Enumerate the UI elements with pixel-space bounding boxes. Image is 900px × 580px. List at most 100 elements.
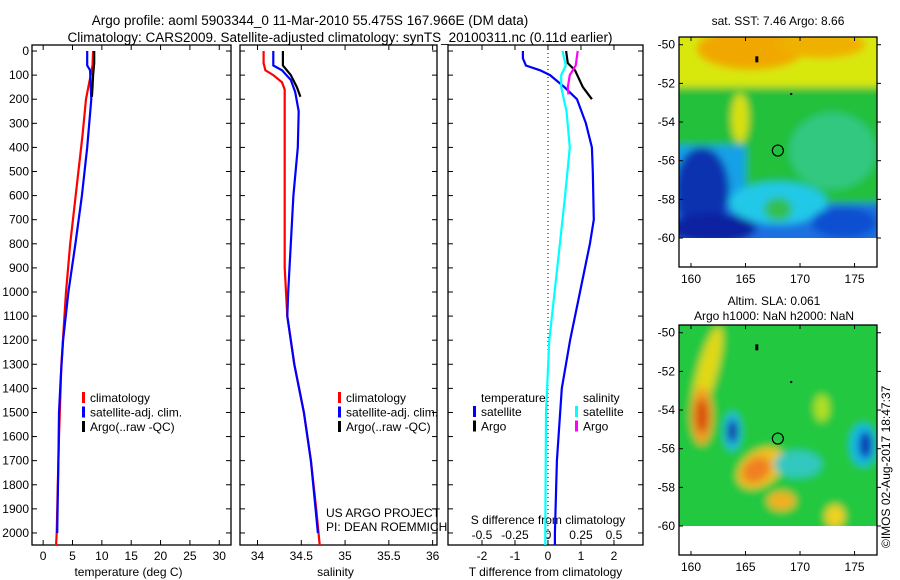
island-marker xyxy=(755,344,759,351)
sla-high-patch xyxy=(767,491,796,511)
plot-frame xyxy=(31,44,232,546)
x-tick-label: -2 xyxy=(477,549,488,563)
title-line-2: Climatology: CARS2009. Satellite-adjuste… xyxy=(67,30,612,45)
legend-label: climatology xyxy=(90,391,150,405)
lon-tick-label: 160 xyxy=(681,560,701,574)
legend-swatch xyxy=(338,406,341,418)
y-tick-label: 1000 xyxy=(2,285,29,299)
legend-swatch xyxy=(338,421,341,432)
profile-location-marker xyxy=(771,144,784,157)
s-diff-tick-label: 0 xyxy=(545,528,552,542)
y-tick-label: 700 xyxy=(9,213,29,227)
legend-label: satellite xyxy=(583,405,624,419)
lon-tick-label: 175 xyxy=(845,560,865,574)
map-frame xyxy=(678,36,878,268)
legend-swatch xyxy=(82,421,85,432)
series-line-temperature-satellite xyxy=(521,51,595,545)
legend-label: Argo(..raw -QC) xyxy=(90,420,175,434)
x-tick-label: 2 xyxy=(611,549,618,563)
y-tick-label: 1900 xyxy=(2,502,29,516)
y-tick-label: 1100 xyxy=(3,309,29,323)
legend-swatch xyxy=(575,406,578,417)
y-tick-label: 200 xyxy=(9,92,29,106)
legend-heading: temperature xyxy=(481,391,546,405)
map-field xyxy=(679,325,877,527)
x-tick-label: 35 xyxy=(338,549,352,563)
lon-tick-label: 165 xyxy=(735,272,755,286)
sla-high-core xyxy=(742,457,771,483)
x-tick-label: 5 xyxy=(69,549,76,563)
y-tick-label: 1400 xyxy=(2,381,29,395)
profile-panel-2: 34 34.5 35 35.5 36 salinity climatologysatelli… xyxy=(239,44,440,579)
x-tick-label: -1 xyxy=(510,549,521,563)
s-diff-tick-label: 0.25 xyxy=(569,528,593,542)
s-diff-tick-label: 0.5 xyxy=(606,528,623,542)
s-diff-tick-label: -0.25 xyxy=(501,528,529,542)
s-diff-tick-label: -0.5 xyxy=(472,528,493,542)
credit-pi: PI: DEAN ROEMMICH xyxy=(326,520,447,534)
sst-cold-patch xyxy=(679,147,730,233)
lat-tick-label: -60 xyxy=(658,231,676,245)
x-tick-label: 34.5 xyxy=(290,549,314,563)
legend-swatch xyxy=(575,420,578,432)
lat-tick-label: -50 xyxy=(658,326,676,340)
series-line-satellite-adj-clim- xyxy=(56,51,93,534)
series-line-argo-raw-qc- xyxy=(281,51,302,98)
profile-panel-1: 0 5 10 15 20 25 30 temperature (deg C) 0 100 200 30… xyxy=(2,44,232,579)
lat-tick-label: -54 xyxy=(658,115,676,129)
legend-label: climatology xyxy=(346,391,406,405)
y-tick-label: 800 xyxy=(9,237,29,251)
map-title: Altim. SLA: 0.061 xyxy=(728,294,821,308)
legend-heading: salinity xyxy=(583,391,620,405)
map-subtitle: Argo h1000: NaN h2000: NaN xyxy=(694,309,854,323)
y-tick-label: 1700 xyxy=(2,454,29,468)
sla-low-core xyxy=(727,419,738,443)
y-tick-label: 0 xyxy=(22,44,29,58)
lat-tick-label: -54 xyxy=(658,403,676,417)
series-line-salinity-satellite xyxy=(544,50,571,545)
x-tick-label: 34 xyxy=(251,549,265,563)
map-frame xyxy=(678,324,878,556)
lat-tick-label: -50 xyxy=(658,38,676,52)
profile-location-marker xyxy=(771,432,784,445)
lon-tick-label: 165 xyxy=(735,560,755,574)
lat-tick-label: -58 xyxy=(658,480,676,494)
lat-tick-label: -52 xyxy=(658,364,676,378)
sla-high-patch xyxy=(814,394,830,422)
map-field-blur xyxy=(679,37,877,238)
lon-tick-label: 160 xyxy=(681,272,701,286)
x-tick-label: 1 xyxy=(578,549,585,563)
y-tick-label: 1300 xyxy=(2,357,29,371)
lat-tick-label: -56 xyxy=(658,154,676,168)
y-tick-label: 400 xyxy=(9,140,29,154)
x-axis-label: salinity xyxy=(317,565,354,579)
map-title: sat. SST: 7.46 Argo: 8.66 xyxy=(712,14,845,28)
island-marker xyxy=(790,381,793,384)
sla-map: 160 165 170 175 -50 -52 -54 -56 -58 -60 Altim. SLA… xyxy=(658,294,881,574)
legend-swatch xyxy=(473,420,476,432)
island-marker xyxy=(755,56,759,63)
lat-tick-label: -58 xyxy=(658,192,676,206)
imos-stamp: ©IMOS 02-Aug-2017 18:47:37 xyxy=(879,385,893,548)
y-tick-label: 1800 xyxy=(2,478,29,492)
no-data-region xyxy=(679,526,877,555)
sla-high-patch xyxy=(825,504,845,527)
y-tick-label: 100 xyxy=(9,68,29,82)
lat-tick-label: -56 xyxy=(658,442,676,456)
y-tick-label: 300 xyxy=(9,116,29,130)
series-line-salinity-argo xyxy=(566,50,579,95)
y-tick-label: 1500 xyxy=(2,405,29,419)
island-marker xyxy=(790,93,793,96)
sst-map: 160 165 170 175 -50 -52 -54 -56 -58 -60 sat. SST: … xyxy=(658,14,881,286)
x-tick-label: 30 xyxy=(213,549,227,563)
x-tick-label: 0 xyxy=(545,549,552,563)
plot-frame xyxy=(239,44,438,546)
sst-warm-tongue xyxy=(731,93,749,144)
lat-tick-label: -52 xyxy=(658,76,676,90)
legend-label: satellite xyxy=(481,405,522,419)
sst-cool-patch xyxy=(810,207,877,238)
sla-low-patch xyxy=(773,450,822,478)
legend-swatch xyxy=(82,406,85,418)
legend-label: Argo xyxy=(481,420,507,434)
legend-swatch xyxy=(82,392,85,403)
